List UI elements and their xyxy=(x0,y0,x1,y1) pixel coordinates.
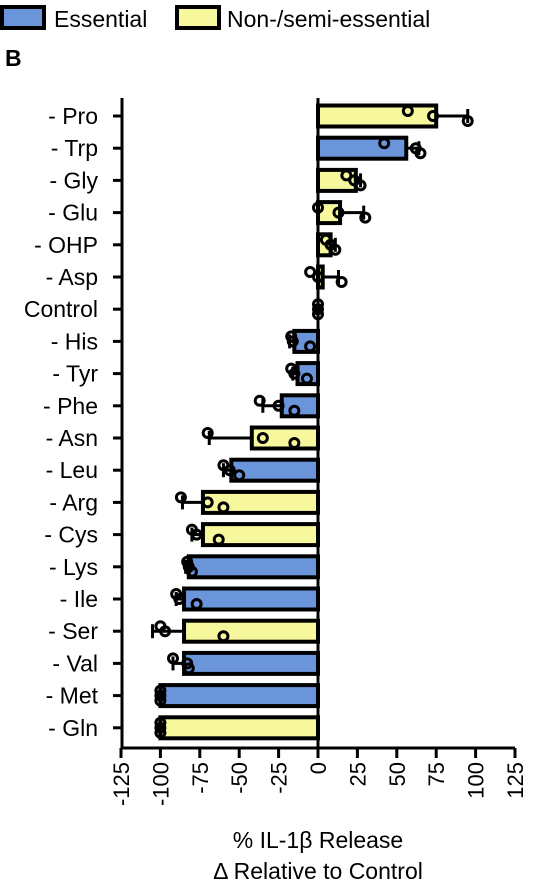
data-point-phe-2 xyxy=(272,399,285,412)
category-label-asn: - Asn xyxy=(46,425,98,451)
category-label-leu: - Leu xyxy=(46,457,98,483)
data-point-ser-3 xyxy=(217,630,230,643)
category-label-asp: - Asp xyxy=(46,264,98,290)
category-label-pro: - Pro xyxy=(48,103,98,129)
x-tick-label-100: 100 xyxy=(464,762,489,799)
category-label-control: Control xyxy=(24,296,98,322)
data-point-pro-3 xyxy=(461,115,474,127)
x-tick-label--100: -100 xyxy=(148,762,173,806)
data-point-asn-1 xyxy=(201,427,214,439)
category-label-glu: - Glu xyxy=(48,200,98,226)
legend-swatch-non-essential xyxy=(175,5,221,30)
data-point-val-3 xyxy=(182,662,195,675)
category-label-arg: - Arg xyxy=(49,489,98,515)
data-point-tyr-3 xyxy=(300,372,313,385)
legend-label-essential: Essential xyxy=(54,6,147,32)
x-tick-label-125: 125 xyxy=(503,762,528,799)
data-point-his-3 xyxy=(304,340,317,353)
bar-lys xyxy=(186,554,320,580)
category-label-gln: - Gln xyxy=(48,715,98,741)
category-label-trp: - Trp xyxy=(51,135,98,161)
legend-swatch-essential xyxy=(0,5,46,30)
data-point-glu-3 xyxy=(359,211,372,224)
data-point-arg-1 xyxy=(174,491,187,504)
data-point-his-2 xyxy=(286,335,299,348)
data-point-val-1 xyxy=(167,652,180,665)
x-tick-label--25: -25 xyxy=(267,762,292,794)
data-point-leu-2 xyxy=(223,464,236,477)
bar-ser xyxy=(182,618,320,644)
data-point-phe-3 xyxy=(288,404,301,417)
x-axis-title-line1: % IL-1β Release xyxy=(233,827,403,853)
data-point-gln-2 xyxy=(154,721,167,734)
data-point-arg-2 xyxy=(201,496,214,509)
data-point-gly-3 xyxy=(354,179,367,192)
x-tick-label--75: -75 xyxy=(188,762,213,794)
x-tick-label-50: 50 xyxy=(385,762,410,786)
bar-trp xyxy=(316,135,409,161)
data-point-met-2 xyxy=(154,689,167,702)
category-label-ile: - Ile xyxy=(60,586,98,612)
category-label-ser: - Ser xyxy=(48,618,98,644)
data-point-arg-3 xyxy=(217,501,230,514)
bar-asn xyxy=(249,425,320,451)
data-point-gly-1 xyxy=(340,169,353,182)
data-point-tyr-2 xyxy=(288,367,301,380)
category-label-tyr: - Tyr xyxy=(52,361,98,387)
x-tick-label--125: -125 xyxy=(109,762,134,806)
x-axis-title-line2: Δ Relative to Control xyxy=(213,858,423,884)
data-point-ser-2 xyxy=(159,625,172,638)
category-label-gly: - Gly xyxy=(49,167,98,193)
bar-pro xyxy=(316,103,439,129)
data-point-cys-3 xyxy=(212,533,225,546)
x-tick-label-0: 0 xyxy=(306,762,331,774)
category-label-ohp: - OHP xyxy=(34,232,98,258)
legend-label-non-essential: Non-/semi-essential xyxy=(227,6,430,32)
x-tick-label-75: 75 xyxy=(424,762,449,786)
data-point-lys-3 xyxy=(185,565,198,578)
legend: Essential Non-/semi-essential xyxy=(0,5,430,32)
bar-met xyxy=(158,683,320,709)
category-label-lys: - Lys xyxy=(49,554,98,580)
data-point-trp-1 xyxy=(378,137,391,150)
plot-area: - Pro - Trp - Gly - Glu - OHP - Asp Control - H… xyxy=(24,98,528,806)
data-point-trp-3 xyxy=(414,147,427,160)
data-point-ile-2 xyxy=(173,593,186,605)
data-point-ile-3 xyxy=(190,598,203,610)
data-point-met-3 xyxy=(154,694,167,707)
data-point-cys-2 xyxy=(190,528,203,541)
category-label-cys: - Cys xyxy=(44,522,98,548)
bar-ile xyxy=(182,586,320,612)
data-point-leu-3 xyxy=(233,469,246,482)
bar-val xyxy=(182,650,320,676)
category-label-his: - His xyxy=(51,328,98,354)
category-label-phe: - Phe xyxy=(43,393,98,419)
panel-label: B xyxy=(5,45,22,71)
x-tick-label-25: 25 xyxy=(345,762,370,786)
data-point-ohp-3 xyxy=(329,243,342,256)
data-point-pro-2 xyxy=(427,110,440,122)
category-label-met: - Met xyxy=(46,683,99,709)
data-point-asp-1 xyxy=(304,266,317,278)
x-tick-label--50: -50 xyxy=(227,762,252,794)
data-point-glu-2 xyxy=(332,206,345,219)
data-point-asp-3 xyxy=(335,276,348,288)
data-point-asn-2 xyxy=(256,432,269,444)
data-point-phe-1 xyxy=(253,394,266,407)
data-point-pro-1 xyxy=(401,105,414,117)
data-point-gln-3 xyxy=(154,726,167,739)
data-point-asn-3 xyxy=(288,437,301,449)
category-label-val: - Val xyxy=(52,650,98,676)
bar-gln xyxy=(158,715,320,741)
